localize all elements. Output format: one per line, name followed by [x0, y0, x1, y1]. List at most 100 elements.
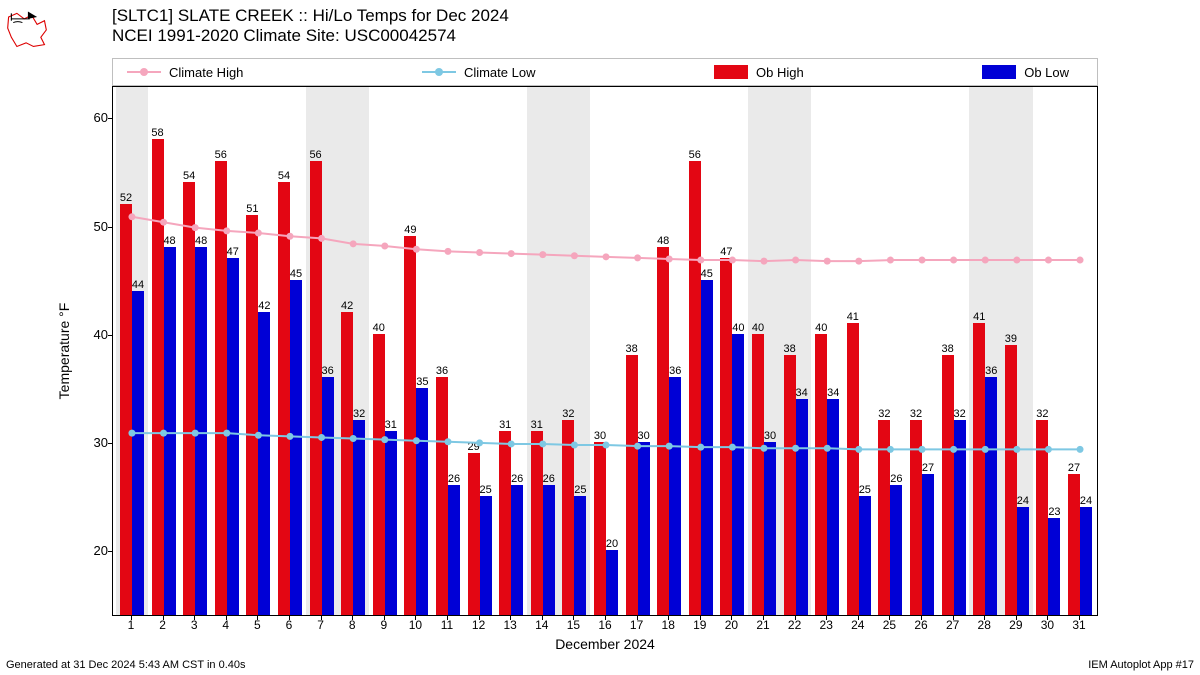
x-tick-label: 17: [627, 618, 647, 632]
climate-low-line-marker: [571, 442, 578, 449]
x-tick-label: 8: [342, 618, 362, 632]
chart-title: [SLTC1] SLATE CREEK :: Hi/Lo Temps for D…: [112, 6, 509, 46]
climate-high-line-marker: [697, 257, 704, 264]
x-axis-label: December 2024: [112, 636, 1098, 652]
climate-low-line-marker: [887, 446, 894, 453]
climate-high-line-marker: [286, 233, 293, 240]
climate-low-line-marker: [539, 440, 546, 447]
x-tick-label: 4: [216, 618, 236, 632]
climate-low-line-marker: [729, 444, 736, 451]
climate-low-line-marker: [160, 430, 167, 437]
x-tick-label: 9: [374, 618, 394, 632]
climate-high-line-marker: [255, 230, 262, 237]
climate-low-line-marker: [919, 446, 926, 453]
climate-high-line-marker: [792, 257, 799, 264]
climate-low-line-marker: [286, 433, 293, 440]
legend: Climate High Climate Low Ob High Ob Low: [112, 58, 1098, 86]
climate-high-line-marker: [634, 254, 641, 261]
y-tick-label: 30: [78, 435, 108, 450]
climate-low-line-marker: [982, 446, 989, 453]
x-tick-label: 6: [279, 618, 299, 632]
x-tick-label: 3: [184, 618, 204, 632]
climate-high-line-marker: [128, 213, 135, 220]
climate-high-line-marker: [444, 248, 451, 255]
legend-label: Ob High: [756, 65, 804, 80]
climate-high-line-marker: [982, 257, 989, 264]
climate-high-line-marker: [855, 258, 862, 265]
climate-high-line-marker: [887, 257, 894, 264]
climate-low-line-marker: [444, 438, 451, 445]
climate-high-line-marker: [919, 257, 926, 264]
climate-high-line-marker: [381, 243, 388, 250]
climate-low-line-marker: [603, 442, 610, 449]
climate-low-line-marker: [223, 430, 230, 437]
climate-low-line-marker: [255, 432, 262, 439]
climate-low-line-marker: [950, 446, 957, 453]
climate-low-line-marker: [192, 430, 199, 437]
climate-high-line-marker: [508, 250, 515, 257]
x-tick-label: 14: [532, 618, 552, 632]
footer-appname: IEM Autoplot App #17: [1088, 659, 1194, 671]
x-tick-label: 21: [753, 618, 773, 632]
x-tick-label: 22: [785, 618, 805, 632]
y-tick-label: 50: [78, 219, 108, 234]
climate-high-line-marker: [476, 249, 483, 256]
climate-low-line-marker: [697, 444, 704, 451]
x-tick-label: 26: [911, 618, 931, 632]
x-tick-label: 24: [848, 618, 868, 632]
climate-low-line-marker: [792, 445, 799, 452]
x-tick-label: 5: [247, 618, 267, 632]
climate-high-line-marker: [160, 219, 167, 226]
climate-high-line-marker: [571, 252, 578, 259]
climate-high-line-marker: [318, 235, 325, 242]
climate-low-line-marker: [1013, 446, 1020, 453]
y-tick-label: 20: [78, 543, 108, 558]
x-tick-label: 28: [974, 618, 994, 632]
climate-high-line-marker: [539, 251, 546, 258]
climate-low-line-marker: [761, 445, 768, 452]
x-tick-label: 16: [595, 618, 615, 632]
x-tick-label: 25: [879, 618, 899, 632]
climate-high-line-marker: [1045, 257, 1052, 264]
climate-low-line-marker: [350, 435, 357, 442]
climate-high-line-marker: [1077, 257, 1084, 264]
y-tick-label: 40: [78, 327, 108, 342]
climate-high-line-marker: [223, 227, 230, 234]
x-tick-label: 18: [658, 618, 678, 632]
climate-high-line-marker: [729, 257, 736, 264]
x-tick-label: 31: [1069, 618, 1089, 632]
climate-high-line-marker: [603, 253, 610, 260]
legend-ob-low: Ob Low: [982, 65, 1069, 80]
legend-ob-high: Ob High: [714, 65, 804, 80]
x-tick-label: 19: [690, 618, 710, 632]
legend-label: Climate Low: [464, 65, 536, 80]
climate-low-line-marker: [476, 439, 483, 446]
x-tick-label: 1: [121, 618, 141, 632]
x-tick-label: 27: [943, 618, 963, 632]
footer-timestamp: Generated at 31 Dec 2024 5:43 AM CST in …: [6, 659, 246, 671]
climate-high-line-marker: [350, 240, 357, 247]
climate-high-line-marker: [950, 257, 957, 264]
climate-low-line-marker: [634, 443, 641, 450]
climate-low-line-marker: [381, 436, 388, 443]
climate-low-line-marker: [128, 430, 135, 437]
climate-low-line-marker: [855, 446, 862, 453]
legend-label: Ob Low: [1024, 65, 1069, 80]
x-tick-label: 29: [1006, 618, 1026, 632]
legend-climate-high: Climate High: [127, 65, 243, 80]
legend-label: Climate High: [169, 65, 243, 80]
x-tick-label: 2: [153, 618, 173, 632]
x-tick-label: 13: [500, 618, 520, 632]
y-tick-label: 60: [78, 110, 108, 125]
climate-high-line-marker: [761, 258, 768, 265]
title-line-1: [SLTC1] SLATE CREEK :: Hi/Lo Temps for D…: [112, 6, 509, 26]
x-tick-label: 7: [311, 618, 331, 632]
climate-high-line-marker: [666, 255, 673, 262]
title-line-2: NCEI 1991-2020 Climate Site: USC00042574: [112, 26, 509, 46]
climate-low-line-marker: [1077, 446, 1084, 453]
climate-low-line-marker: [666, 443, 673, 450]
climate-lines: [113, 87, 1099, 617]
climate-high-line-marker: [824, 258, 831, 265]
chart-area: 5244584854485647514254455636423240314935…: [112, 86, 1098, 616]
climate-high-line-marker: [413, 246, 420, 253]
